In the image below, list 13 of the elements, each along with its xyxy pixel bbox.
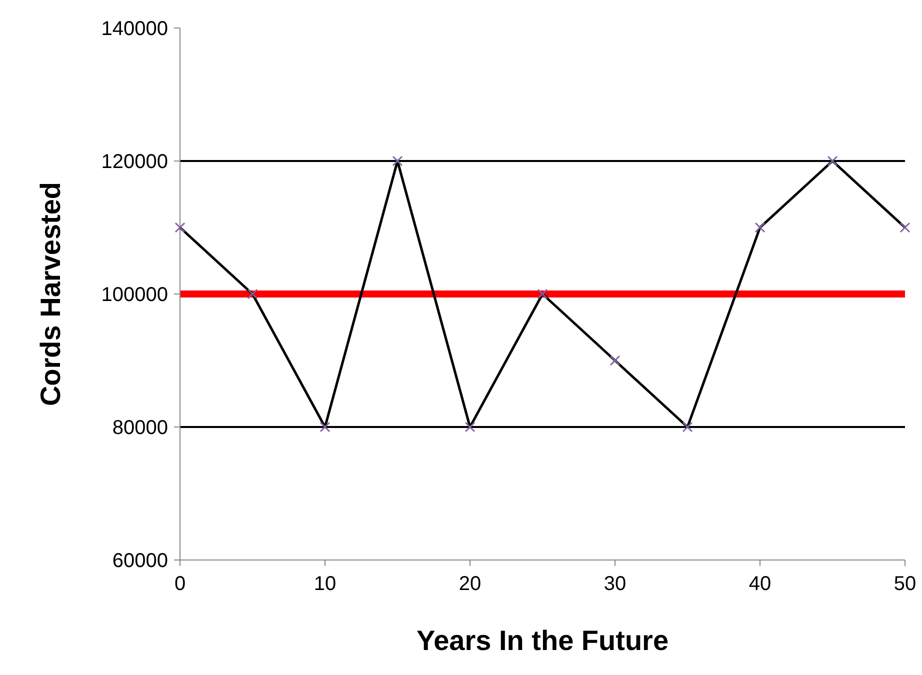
x-axis-title: Years In the Future	[416, 625, 669, 656]
y-axis-title: Cords Harvested	[35, 182, 66, 406]
x-tick-label: 0	[174, 573, 186, 595]
x-tick-label: 50	[894, 573, 916, 595]
x-tick-label: 10	[314, 573, 336, 595]
y-tick-label: 120000	[101, 151, 168, 173]
y-tick-label: 140000	[101, 18, 168, 40]
x-tick-label: 40	[748, 573, 772, 595]
y-tick-label: 100000	[101, 284, 168, 306]
y-tick-label: 60000	[112, 550, 168, 572]
x-tick-label: 30	[604, 573, 626, 595]
y-tick-label: 80000	[112, 417, 168, 439]
x-tick-label: 20	[458, 573, 482, 595]
